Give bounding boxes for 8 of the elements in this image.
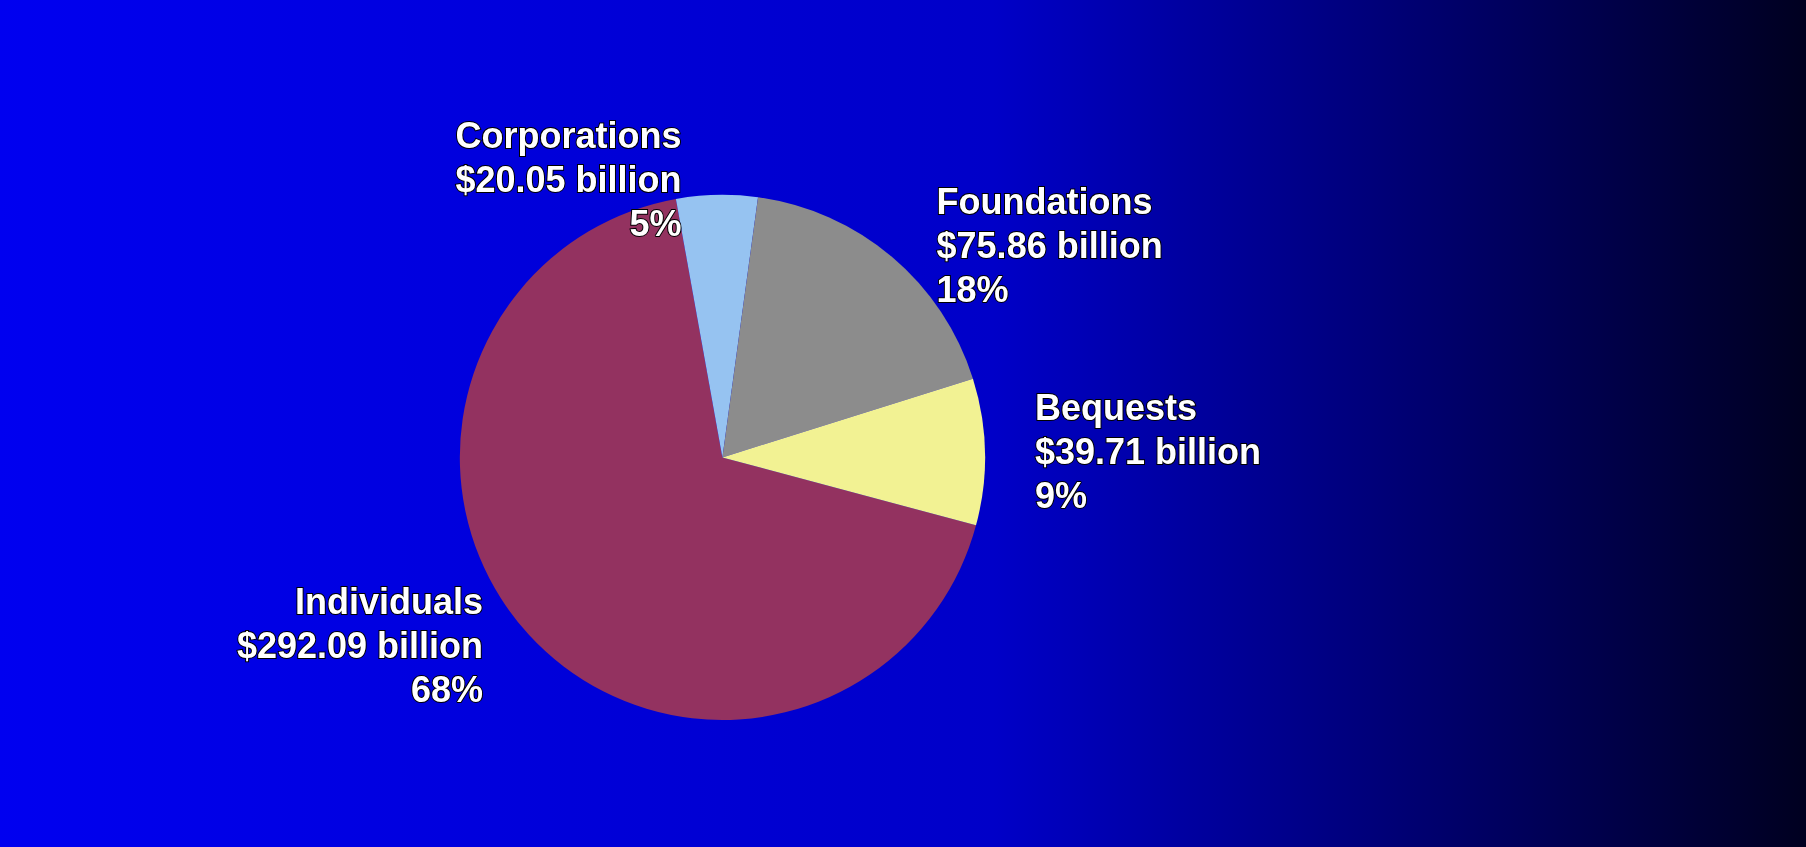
data-label: $20.05 billion 5% (455, 159, 682, 245)
slice-label: Bequests (1034, 387, 1197, 429)
data-label: $75.86 billion 18% (936, 224, 1163, 310)
data-label: $292.09 billion 68% (236, 624, 484, 710)
data-label: $39.71 billion 9% (1034, 431, 1261, 517)
slice-label: Individuals (295, 580, 484, 622)
slice-label: Corporations (455, 115, 682, 157)
slice-label: Foundations (936, 180, 1153, 222)
